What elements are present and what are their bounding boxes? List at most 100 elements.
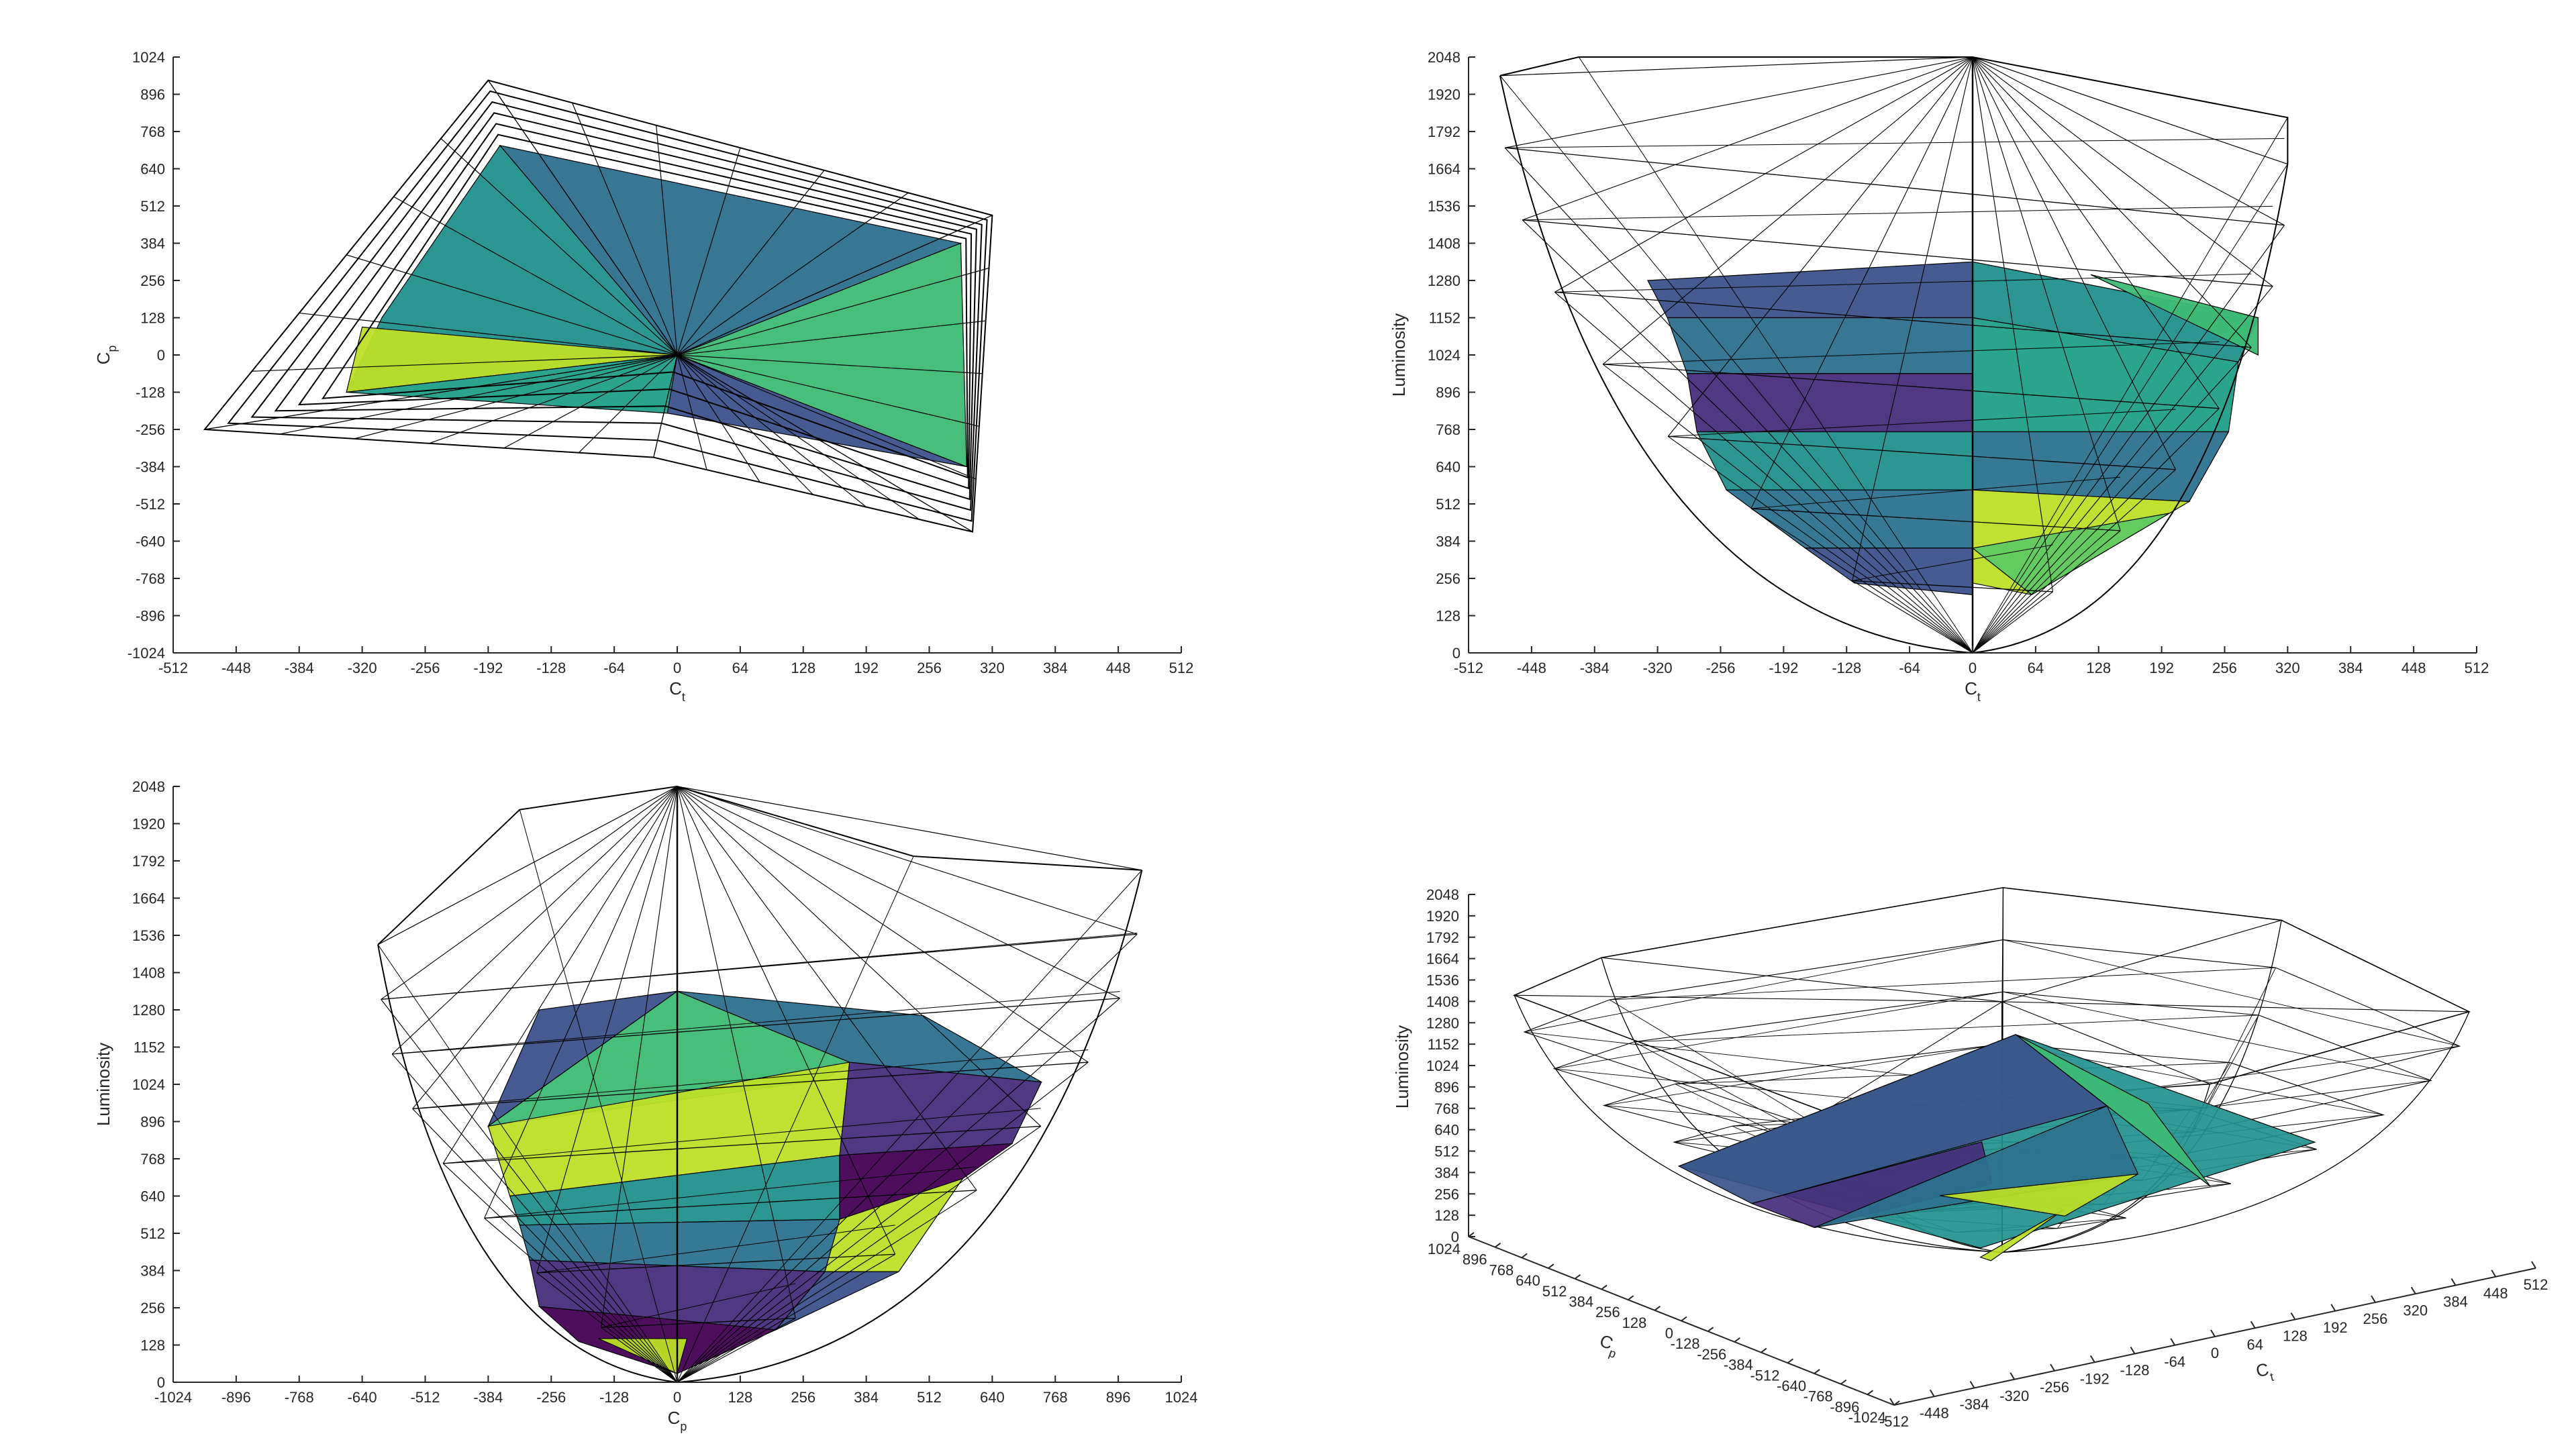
y-tick-label: 1024 [132,1076,165,1093]
wire-radial [1972,117,2288,654]
surface-face-5 [1725,489,1973,549]
wire-cross [1505,138,2285,148]
x-tick-label: 320 [2275,660,2300,676]
x-tick-label: -256 [1705,660,1735,676]
y-tick-label: 640 [1436,459,1460,476]
y-tick-label: 0 [157,1374,165,1391]
wire-radial [677,786,896,1255]
z-tick-label: 1536 [1426,972,1459,989]
wireframe [203,79,993,533]
y-tick-mark [1495,1242,1501,1248]
x-tick-mark [2330,1304,2336,1312]
wire-radial [1972,56,2054,592]
y-tick-label: -1024 [1848,1409,1886,1426]
x-tick-label: 1024 [1165,1389,1198,1406]
y-tick-label: -768 [1803,1388,1833,1405]
y-tick-label: 768 [140,1151,165,1168]
wire-bowl [1514,995,2003,1253]
x-tick-label: 384 [854,1389,879,1406]
wire-radial [1667,56,1973,437]
x-tick-label: 128 [728,1389,753,1406]
wire-radial [677,786,1120,999]
x-tick-label: -448 [1920,1404,1949,1421]
wire-cross [1609,999,1828,1132]
x-tick-label: 448 [2483,1285,2508,1302]
y-tick-label: 128 [1436,608,1460,625]
x-tick-mark [2130,1346,2136,1355]
y-tick-label: 384 [1436,533,1460,550]
wire-ring [1522,219,2273,287]
surface-face-8 [2090,274,2259,356]
y-tick-mark [1840,1379,1847,1385]
wireframe [1499,56,2289,654]
wire-radial [1601,957,2003,1002]
y-tick-label: 1920 [132,816,165,833]
wire-cross [1522,205,2273,221]
y-tick-label: 1280 [132,1002,165,1019]
y-tick-label: -768 [136,570,165,587]
x-tick-label: -320 [348,660,377,676]
wire-radial [1602,56,1973,365]
y-tick-label: 0 [1665,1325,1673,1342]
wire-spoke [677,170,825,356]
wire-radial [1578,56,1973,654]
x-tick-label: -192 [2080,1370,2110,1387]
wire-radial [519,809,678,1383]
wire-cross [1554,991,2003,1070]
x-axis-label-sub: t [682,690,685,704]
wire-spoke [346,254,678,356]
y-axis-label: Cp [93,346,119,365]
x-tick-label: -192 [473,660,503,676]
y-tick-mark [1734,1337,1740,1343]
surface-face-4 [1696,431,1973,490]
wire-radial [1554,291,1973,654]
y-tick-label: 896 [1463,1251,1487,1268]
x-tick-mark [2410,1286,2416,1294]
z-tick-label: 1152 [1428,1036,1459,1053]
y-tick-label: 512 [1436,496,1460,513]
y-tick-label: -640 [1777,1378,1806,1394]
wire-spoke [578,354,678,454]
wire-radial [391,786,678,1055]
wire-radial [1505,56,1973,148]
x-tick-label: 384 [2443,1294,2468,1310]
wire-ring [412,1062,1089,1110]
subplot-isometric-view: 0128256384512640768896102411521280140815… [1392,886,2548,1430]
wire-radial [484,1218,678,1383]
x-tick-mark [2010,1372,2016,1380]
x-tick-label: 192 [2323,1319,2348,1336]
x-tick-label: -448 [221,660,251,676]
z-tick-label: 256 [1434,1186,1459,1202]
x-tick-label: -384 [285,660,314,676]
z-tick-label: 1024 [1426,1057,1459,1074]
wire-spoke [279,354,678,435]
wire-spoke [677,215,993,356]
wire-spoke [677,354,707,470]
y-tick-label: 1792 [132,853,165,870]
y-tick-label: 640 [140,1188,165,1205]
wire-cross [1609,967,2276,1000]
wire-radial [1972,56,2288,165]
wire-radial [2001,919,2282,1002]
z-tick-label: 0 [1451,1229,1459,1245]
wire-spoke [677,148,741,356]
wire-spoke [440,138,678,356]
x-tick-label: -640 [348,1389,377,1406]
y-tick-label: 256 [140,272,165,289]
y-tick-label: -384 [1724,1357,1753,1374]
wire-radial [677,1125,1041,1383]
surface-face-12 [775,1271,899,1331]
subplot-front-view: -512 -448 -384 -320 -256 -192 -128 -64 0 64 128 192… [1389,49,2489,704]
wire-cross [2205,967,2276,1108]
wire-spoke [677,354,920,520]
y-tick-label: 512 [1542,1283,1567,1300]
y-tick-label: 384 [140,236,165,252]
y-tick-label: -512 [136,496,165,513]
y-tick-label: 896 [1436,384,1460,401]
wire-radial [1499,56,1973,76]
x-tick-label: -384 [1959,1396,1989,1413]
y-tick-label: 1152 [1429,310,1460,327]
y-tick-mark [1893,1400,1900,1406]
y-tick-label: -512 [1750,1367,1779,1384]
x-axis-label: Ct [1965,678,1981,704]
